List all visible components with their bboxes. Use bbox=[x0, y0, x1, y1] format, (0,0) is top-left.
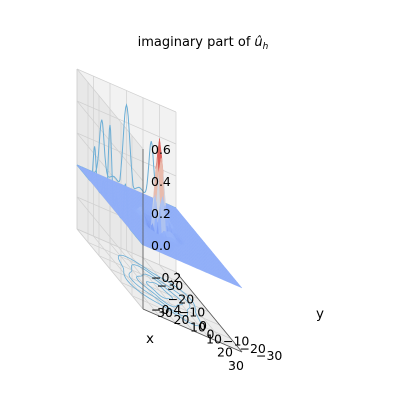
x-tick-label: 30 bbox=[228, 358, 244, 373]
x-tick-label: 20 bbox=[217, 345, 233, 360]
x-tick-label: 10 bbox=[206, 331, 222, 346]
z-tick-label: 0.4 bbox=[151, 174, 171, 189]
axes bbox=[142, 149, 243, 353]
z-tick-label: 0.6 bbox=[151, 142, 171, 157]
axis-line bbox=[142, 308, 243, 353]
grid-line bbox=[93, 235, 160, 317]
floor-contour bbox=[136, 273, 183, 308]
title-text: imaginary part of bbox=[138, 35, 251, 50]
chart-title: imaginary part of ûh bbox=[138, 35, 269, 52]
axis-line bbox=[175, 271, 243, 353]
tick-labels: −30−20−100102030−30−20−100102030−0.4−0.2… bbox=[151, 142, 282, 373]
y-tick-label: −10 bbox=[223, 334, 249, 349]
y-axis-label: y bbox=[316, 306, 324, 322]
y-tick-label: 10 bbox=[190, 319, 206, 334]
floor-contour bbox=[128, 264, 191, 317]
grid-line bbox=[142, 257, 210, 338]
title-math: û bbox=[254, 35, 262, 50]
y-tick-label: −20 bbox=[240, 341, 266, 356]
x-tick-label: −20 bbox=[168, 291, 194, 306]
grid-line bbox=[126, 250, 193, 331]
floor-contours bbox=[117, 254, 202, 327]
grid-line bbox=[76, 68, 177, 150]
z-tick-label: 0.0 bbox=[151, 238, 171, 253]
floor-contour bbox=[117, 254, 202, 327]
floor-contour bbox=[145, 281, 174, 300]
x-tick-label: −10 bbox=[179, 305, 205, 320]
y-tick-label: 30 bbox=[157, 305, 173, 320]
x-tick-label: 0 bbox=[199, 318, 207, 333]
x-axis-label: x bbox=[146, 331, 154, 347]
grid-line bbox=[159, 264, 226, 346]
y-tick-label: 20 bbox=[174, 312, 190, 327]
y-tick-label: −30 bbox=[256, 348, 282, 363]
title-math-sub: h bbox=[263, 42, 269, 52]
z-tick-label: −0.4 bbox=[151, 302, 181, 317]
surface-patch bbox=[238, 285, 243, 289]
y-tick-label: 0 bbox=[207, 327, 215, 342]
z-tick-label: −0.2 bbox=[151, 270, 181, 285]
x-tick-label: −30 bbox=[157, 278, 183, 293]
grid-line bbox=[76, 100, 177, 182]
surface bbox=[76, 138, 243, 289]
z-tick-label: 0.2 bbox=[151, 206, 171, 221]
